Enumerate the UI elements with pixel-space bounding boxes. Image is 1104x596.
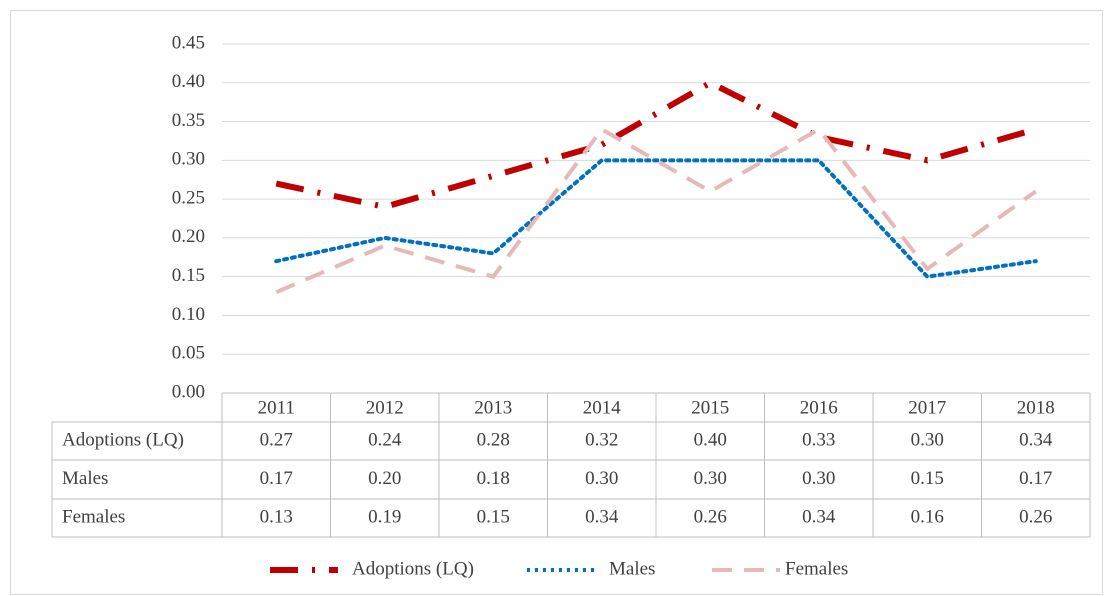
table-value: 0.16 <box>911 506 944 527</box>
table-value: 0.24 <box>368 429 402 450</box>
table-row-label: Females <box>62 506 125 527</box>
table-value: 0.17 <box>260 468 293 489</box>
y-tick-label: 0.00 <box>172 381 205 402</box>
x-tick-label: 2015 <box>691 397 729 418</box>
table-row-label: Adoptions (LQ) <box>62 429 184 450</box>
table-value: 0.30 <box>911 429 944 450</box>
table-value: 0.20 <box>368 468 401 489</box>
y-tick-label: 0.05 <box>172 343 205 364</box>
table-row-label: Males <box>62 468 108 489</box>
table-value: 0.15 <box>477 506 510 527</box>
y-tick-label: 0.15 <box>172 265 205 286</box>
y-tick-label: 0.35 <box>172 110 205 131</box>
series-line <box>274 158 1038 279</box>
y-tick-label: 0.40 <box>172 71 205 92</box>
x-tick-label: 2018 <box>1017 397 1055 418</box>
y-tick-label: 0.25 <box>172 187 205 208</box>
legend-label: Adoptions (LQ) <box>352 558 474 579</box>
table-value: 0.17 <box>1019 468 1052 489</box>
y-tick-label: 0.20 <box>172 226 205 247</box>
table-value: 0.27 <box>260 429 293 450</box>
table-value: 0.34 <box>1019 429 1053 450</box>
x-tick-label: 2017 <box>908 397 946 418</box>
table-value: 0.19 <box>368 506 401 527</box>
table-value: 0.30 <box>585 468 618 489</box>
legend-label: Males <box>609 558 655 579</box>
table-value: 0.40 <box>694 429 727 450</box>
x-tick-label: 2011 <box>258 397 295 418</box>
table-value: 0.15 <box>911 468 944 489</box>
x-tick-label: 2012 <box>366 397 404 418</box>
x-tick-label: 2014 <box>583 397 622 418</box>
table-value: 0.33 <box>802 429 835 450</box>
table-value: 0.18 <box>477 468 510 489</box>
table-value: 0.34 <box>802 506 836 527</box>
series-line <box>275 126 1037 295</box>
table-value: 0.30 <box>694 468 727 489</box>
table-value: 0.13 <box>260 506 293 527</box>
table-value: 0.34 <box>585 506 619 527</box>
legend-label: Females <box>785 558 848 579</box>
x-tick-label: 2016 <box>800 397 838 418</box>
series-line <box>275 79 1037 210</box>
y-tick-label: 0.10 <box>172 304 205 325</box>
table-value: 0.32 <box>585 429 618 450</box>
y-tick-label: 0.45 <box>172 32 205 53</box>
y-tick-label: 0.30 <box>172 149 205 170</box>
table-value: 0.30 <box>802 468 835 489</box>
table-value: 0.26 <box>1019 506 1052 527</box>
x-tick-label: 2013 <box>474 397 512 418</box>
table-value: 0.26 <box>694 506 727 527</box>
table-value: 0.28 <box>477 429 510 450</box>
chart-frame <box>10 10 1103 595</box>
